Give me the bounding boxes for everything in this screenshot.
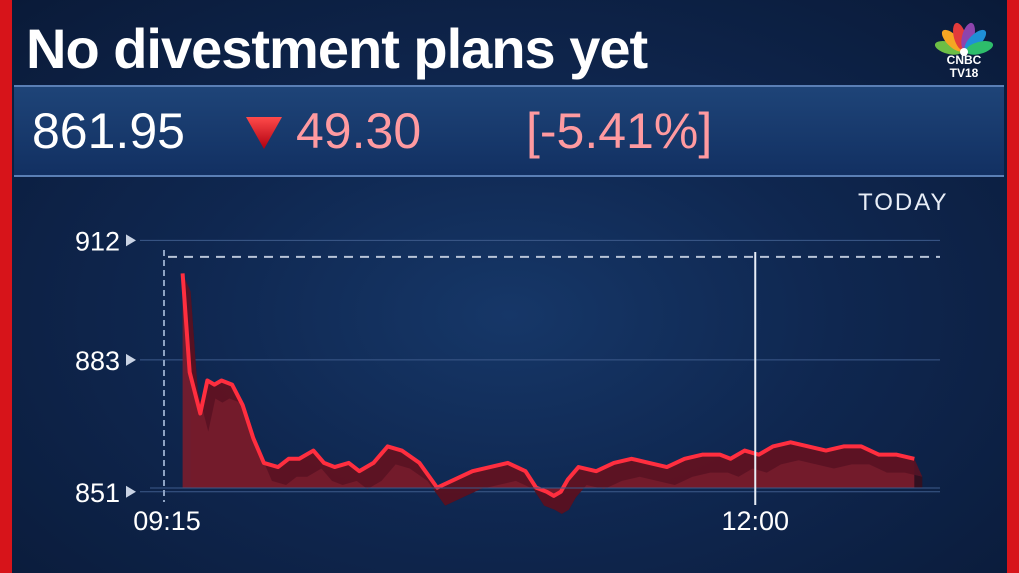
y-tick-label: 883 [75,346,120,376]
y-tick-marker [126,485,136,498]
x-tick-label: 12:00 [721,506,789,536]
peacock-logo-icon [934,22,994,56]
down-arrow-icon [246,117,282,149]
headline: No divestment plans yet [26,17,648,80]
price-change-percent: [-5.41%] [526,103,713,159]
y-tick-marker [126,234,136,247]
y-tick-label: 912 [75,226,120,256]
x-tick-label: 09:15 [133,506,201,536]
price-change: 49.30 [296,103,422,159]
ticker-bar: 861.95 49.30 [-5.41%] [14,85,1004,177]
period-label: TODAY [858,189,949,216]
left-red-border [0,0,12,573]
brand-logo-text: CNBC TV18 [929,54,999,80]
area-fill [182,273,915,496]
price-line [180,273,915,498]
stock-price: 861.95 [32,103,185,159]
brand-sub: TV18 [949,66,979,80]
y-tick-label: 851 [75,478,120,508]
y-tick-marker [126,353,136,366]
right-red-border [1007,0,1019,573]
brand-name: CNBC [946,53,982,67]
